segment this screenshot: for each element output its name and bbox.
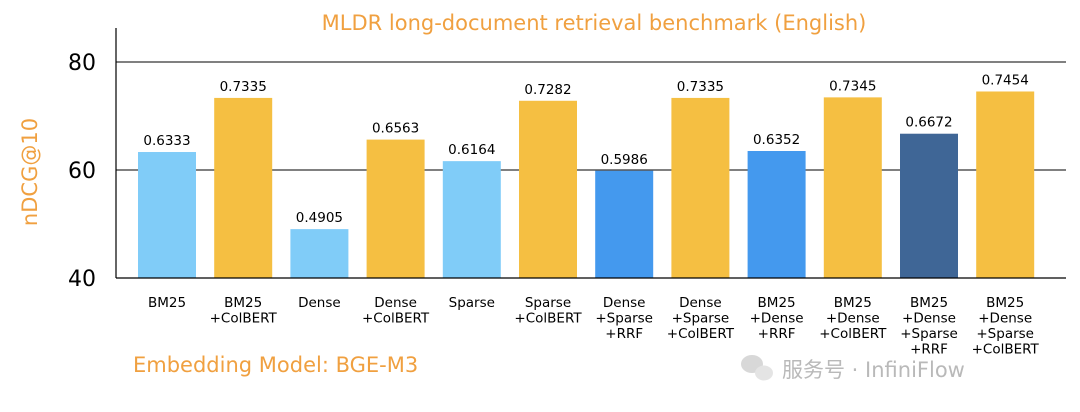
category-label: +ColBERT xyxy=(972,342,1040,358)
category-label: +ColBERT xyxy=(210,311,278,327)
embedding-model-note: Embedding Model: BGE-M3 xyxy=(133,353,418,377)
y-tick-label: 40 xyxy=(68,267,96,292)
value-label: 0.6672 xyxy=(905,115,952,131)
category-label: +ColBERT xyxy=(514,311,582,327)
bar xyxy=(823,97,882,279)
category-label: +ColBERT xyxy=(362,311,430,327)
bar xyxy=(519,100,577,278)
category-label: +Dense xyxy=(826,311,880,327)
bar xyxy=(976,91,1035,278)
bar xyxy=(214,97,273,278)
bar xyxy=(595,170,654,278)
category-label: Dense xyxy=(679,295,722,311)
y-tick-label: 60 xyxy=(68,159,96,184)
category-label: +Sparse xyxy=(672,311,730,327)
category-label: +Sparse xyxy=(976,326,1034,342)
value-label: 0.7282 xyxy=(524,82,571,98)
category-label: +RRF xyxy=(910,342,948,358)
category-label: BM25 xyxy=(758,295,796,311)
value-label: 0.7454 xyxy=(982,72,1029,88)
category-label: Dense xyxy=(603,295,646,311)
value-label: 0.6164 xyxy=(448,142,495,158)
y-axis-label: nDCG@10 xyxy=(18,118,42,226)
y-tick-label: 80 xyxy=(68,51,96,76)
bar xyxy=(671,97,730,278)
category-label: BM25 xyxy=(224,295,262,311)
category-label: +Sparse xyxy=(595,311,653,327)
value-label: 0.6563 xyxy=(372,121,419,137)
value-label: 0.7345 xyxy=(829,78,876,94)
category-label: BM25 xyxy=(910,295,948,311)
category-label: Sparse xyxy=(525,295,571,311)
chart-title: MLDR long-document retrieval benchmark (… xyxy=(322,11,867,35)
bar xyxy=(290,229,349,278)
bar xyxy=(900,133,958,278)
category-label: +Dense xyxy=(750,311,804,327)
category-label: BM25 xyxy=(834,295,872,311)
category-label: +Dense xyxy=(902,311,956,327)
value-label: 0.7335 xyxy=(677,79,724,95)
category-label: +RRF xyxy=(758,326,796,342)
value-label: 0.4905 xyxy=(296,210,343,226)
category-label: +Sparse xyxy=(900,326,958,342)
bars xyxy=(138,91,1035,279)
value-label: 0.6352 xyxy=(753,132,800,148)
category-label: +ColBERT xyxy=(819,326,887,342)
category-label: Dense xyxy=(374,295,417,311)
category-label: Sparse xyxy=(449,295,495,311)
watermark-text: 服务号 · InfiniFlow xyxy=(782,358,965,382)
value-label: 0.5986 xyxy=(601,152,648,168)
bar xyxy=(442,161,501,278)
category-label: +Dense xyxy=(978,311,1032,327)
category-label: BM25 xyxy=(148,295,186,311)
value-label: 0.7335 xyxy=(220,79,267,95)
bar xyxy=(138,152,196,278)
bar xyxy=(747,150,806,278)
wechat-icon xyxy=(741,355,773,381)
category-label: +ColBERT xyxy=(667,326,735,342)
category-label: BM25 xyxy=(986,295,1024,311)
category-label: Dense xyxy=(298,295,341,311)
bar xyxy=(366,139,425,278)
value-labels: 0.6333 0.7335 0.4905 0.6563 0.6164 0.7282 0.59… xyxy=(143,72,1028,226)
value-label: 0.6333 xyxy=(143,133,190,149)
y-axis-ticks: 40 60 80 xyxy=(68,51,96,292)
category-label: +RRF xyxy=(605,326,643,342)
